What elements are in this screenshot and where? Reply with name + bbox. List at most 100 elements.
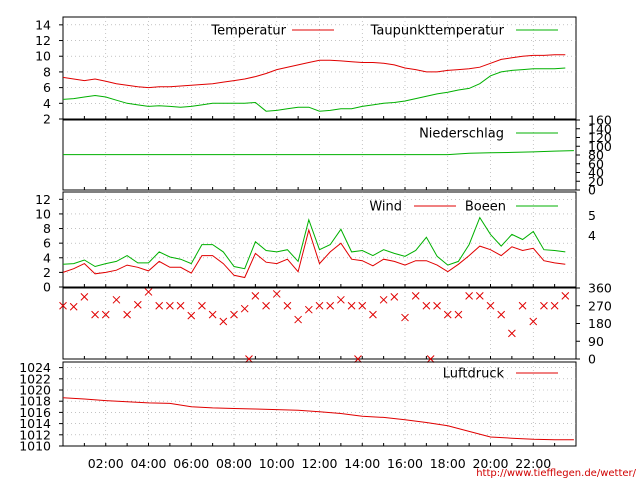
x-tick-label: 02:00: [88, 456, 124, 471]
wind-direction-point: [347, 301, 356, 310]
wind-direction-point: [426, 355, 435, 363]
x-tick-label: 18:00: [430, 456, 466, 471]
wind-direction-point: [550, 301, 559, 310]
precipitation-series-niederschlag-line: [63, 150, 574, 156]
wind-direction-point: [69, 302, 78, 311]
wind-ytick-label: 4: [43, 250, 51, 265]
wind-direction-point: [262, 301, 270, 310]
wind-panel: [59, 191, 577, 288]
wind-direction-point: [208, 310, 217, 319]
wind-direction-point: [315, 301, 324, 310]
x-tick-label: 14:00: [344, 456, 380, 471]
wind_direction-panel: [59, 287, 580, 363]
pressure-ytick-label: 1020: [19, 383, 51, 398]
x-tick-label: 04:00: [130, 456, 166, 471]
precipitation-ytick-label: 20: [588, 174, 604, 189]
x-tick-label: 08:00: [216, 456, 252, 471]
wind-direction-point: [187, 311, 196, 320]
wind-direction-point: [529, 317, 538, 326]
wind-direction-point: [101, 310, 110, 319]
precipitation-ytick-label: 120: [588, 130, 612, 145]
pressure-ytick-label: 1016: [19, 405, 51, 420]
pressure-series-luftdruck-line: [62, 397, 574, 441]
wind-direction-point: [80, 293, 89, 301]
wind-direction-point: [166, 301, 174, 310]
pressure-legend-label-0: Luftdruck: [443, 367, 505, 382]
wind-direction-point: [155, 301, 164, 310]
wind-direction-point: [230, 310, 238, 319]
precipitation-ytick-label: 140: [588, 121, 612, 136]
wind-legend-label-0: Wind: [369, 200, 402, 215]
pressure-ytick-label: 1018: [19, 394, 51, 409]
x-tick-label: 06:00: [173, 456, 209, 471]
wind-direction-point: [198, 301, 206, 310]
wind-legend-label-1: Boeen: [465, 200, 506, 215]
wind_direction-ytick-label: 270: [588, 298, 612, 313]
footer-url: http://www.tiefflegen.de/wetter/: [476, 468, 636, 479]
pressure-ytick-label: 1024: [19, 360, 51, 375]
wind-direction-point: [112, 295, 121, 304]
wind-direction-point: [59, 301, 67, 310]
precipitation-ytick-label: 80: [588, 148, 604, 163]
wind-direction-point: [133, 300, 142, 309]
wind-direction-point: [475, 292, 484, 300]
temperature-ytick-label: 12: [35, 33, 51, 48]
temperature-ytick-label: 6: [43, 80, 51, 95]
x-tick-label: 10:00: [259, 456, 295, 471]
wind-direction-point: [454, 310, 463, 319]
wind-direction-point: [176, 301, 185, 310]
temperature-legend-label-0: Temperatur: [210, 24, 286, 39]
wind-direction-point: [401, 313, 409, 322]
wind-series-wind-line: [62, 228, 566, 279]
temperature-panel: [59, 16, 577, 120]
wind-right-label: 5: [588, 208, 596, 223]
wind-series-boeen-line: [62, 216, 566, 270]
wind-direction-point: [219, 317, 228, 326]
x-tick-label: 22:00: [515, 456, 551, 471]
wind_direction-ytick-label: 0: [588, 352, 596, 367]
wind-direction-point: [283, 301, 292, 310]
wind-ytick-label: 10: [35, 206, 51, 221]
wind-direction-point: [354, 355, 362, 363]
wind_direction-ytick-label: 180: [588, 316, 612, 331]
precipitation-ytick-label: 100: [588, 139, 612, 154]
temperature-ytick-label: 10: [35, 49, 51, 64]
wind-direction-point: [411, 292, 420, 300]
wind-ytick-label: 12: [35, 192, 51, 207]
precipitation-legend-label-0: Niederschlag: [419, 127, 504, 142]
precipitation-ytick-label: 60: [588, 156, 604, 171]
wind-direction-point: [326, 301, 335, 310]
wind-direction-point: [294, 315, 302, 324]
wind-right-label: 4: [588, 228, 596, 243]
wind-direction-point: [91, 310, 99, 319]
wind-direction-point: [465, 292, 473, 300]
temperature-ytick-label: 4: [43, 96, 51, 111]
wind-direction-point: [508, 329, 516, 338]
wind-direction-point: [443, 310, 452, 319]
precipitation-ytick-label: 0: [588, 183, 596, 198]
wind_direction-ytick-label: 360: [588, 281, 612, 296]
x-tick-label: 20:00: [472, 456, 508, 471]
pressure-panel: [59, 361, 577, 447]
wind-direction-point: [518, 301, 527, 310]
wind-direction-point: [433, 301, 441, 310]
wind-ytick-label: 2: [43, 265, 51, 280]
precipitation-ytick-label: 40: [588, 165, 604, 180]
wind-direction-point: [304, 305, 313, 314]
wind-direction-point: [272, 290, 281, 298]
wind-ytick-label: 0: [43, 280, 51, 295]
temperature-series-temperatur-line: [62, 54, 566, 89]
wind-direction-point: [144, 288, 153, 296]
wind_direction-ytick-label: 90: [588, 334, 604, 349]
wind-direction-point: [390, 293, 399, 301]
wind-direction-point: [379, 295, 388, 304]
temperature-legend-label-1: Taupunkttemperatur: [370, 24, 505, 39]
temperature-ytick-label: 14: [35, 17, 51, 32]
wind-direction-point: [540, 301, 548, 310]
x-tick-label: 12:00: [301, 456, 337, 471]
wind-direction-point: [337, 295, 345, 304]
temperature-series-taupunkttemperatur-line: [62, 67, 566, 112]
wind-ytick-label: 8: [43, 221, 51, 236]
wind-direction-point: [123, 310, 131, 319]
